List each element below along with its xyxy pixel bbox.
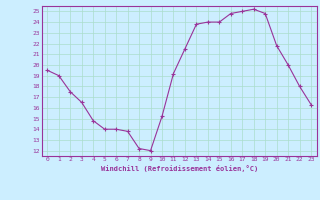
X-axis label: Windchill (Refroidissement éolien,°C): Windchill (Refroidissement éolien,°C) (100, 165, 258, 172)
